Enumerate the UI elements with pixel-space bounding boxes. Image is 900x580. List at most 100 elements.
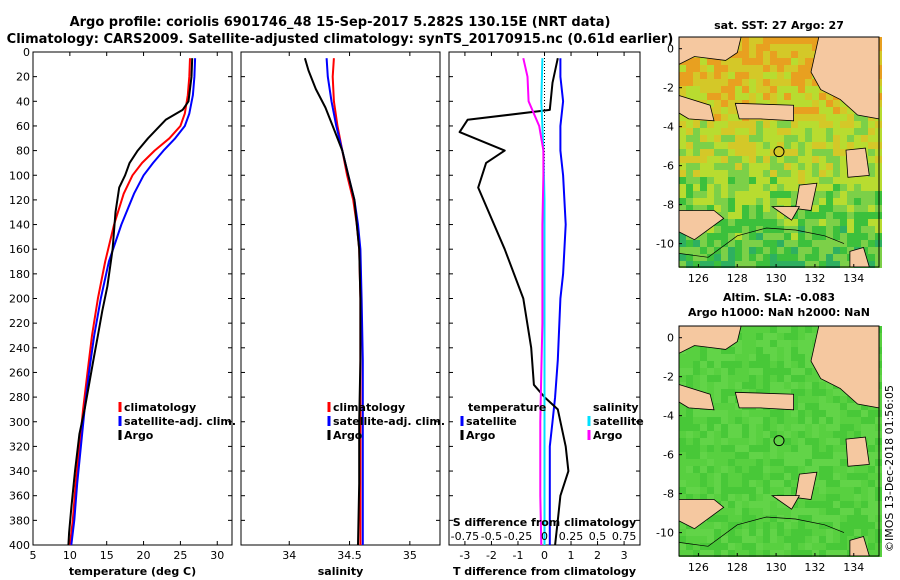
sst_map-cell — [679, 79, 686, 86]
sst_map-cell — [854, 219, 861, 226]
sla_map-cell — [735, 529, 742, 536]
depth-tick-label: 40 — [16, 95, 30, 108]
sst_map-cell — [756, 170, 763, 177]
sst_map-cell — [770, 51, 777, 58]
sla_map-cell — [749, 459, 756, 466]
sla_map-cell — [805, 452, 812, 459]
sst_map-cell — [812, 191, 819, 198]
sla_map-cell — [756, 480, 763, 487]
sla_map-cell — [742, 326, 749, 333]
sst_map-cell — [805, 86, 812, 93]
sla_map-cell — [707, 522, 714, 529]
sst_map-cell — [763, 261, 770, 268]
sla_map-cell — [777, 389, 784, 396]
sst_map-cell — [791, 177, 798, 184]
sla_map-cell — [777, 529, 784, 536]
sla_map-cell — [854, 487, 861, 494]
sla_map-cell — [728, 515, 735, 522]
sst_map-cell — [749, 254, 756, 261]
sst_map-cell — [749, 219, 756, 226]
sla_map-cell — [686, 543, 693, 550]
sst_map-cell — [714, 128, 721, 135]
sst_map-cell — [714, 58, 721, 65]
sla_map-cell — [819, 410, 826, 417]
sla_map-cell — [840, 466, 847, 473]
sst_map-cell — [812, 156, 819, 163]
sla_map-cell — [749, 452, 756, 459]
sst_map-cell — [826, 219, 833, 226]
sst_map-cell — [833, 198, 840, 205]
sla_map-cell — [749, 438, 756, 445]
sla_map-cell — [679, 431, 686, 438]
sst_map-cell — [798, 219, 805, 226]
sst_map-cell — [707, 226, 714, 233]
sla_map-cell — [784, 543, 791, 550]
sst_map-cell — [833, 177, 840, 184]
sst_map-cell — [721, 233, 728, 240]
sst_map-xtick-label: 132 — [804, 272, 825, 285]
sla_map-cell — [735, 438, 742, 445]
sla_map-cell — [693, 382, 700, 389]
sla_map-cell — [728, 368, 735, 375]
sst_map-cell — [721, 198, 728, 205]
sst_map-cell — [819, 142, 826, 149]
sla_map-cell — [756, 375, 763, 382]
sla_map-cell — [686, 424, 693, 431]
sst_map-cell — [833, 163, 840, 170]
sla_map-cell — [749, 543, 756, 550]
sla_map-cell — [819, 459, 826, 466]
sla_map-cell — [679, 424, 686, 431]
sst_map-cell — [868, 247, 875, 254]
sst_map-cell — [791, 114, 798, 121]
depth-tick-label: 120 — [9, 194, 30, 207]
sla_map-cell — [805, 354, 812, 361]
difference-top-tick-label: -0.5 — [481, 530, 502, 543]
salinity-frame — [240, 51, 441, 546]
sla_map-cell — [833, 417, 840, 424]
sst_map-cell — [756, 149, 763, 156]
sla_map-cell — [826, 424, 833, 431]
sst_map-cell — [868, 149, 875, 156]
sla_map-cell — [742, 487, 749, 494]
sst_map-cell — [805, 65, 812, 72]
depth-tick-label: 60 — [16, 120, 30, 133]
sla_map-cell — [868, 536, 875, 543]
sst_map-cell — [693, 135, 700, 142]
sst_map-cell — [756, 163, 763, 170]
sst_map-cell — [749, 170, 756, 177]
sla_map-cell — [700, 347, 707, 354]
sst_map-cell — [784, 93, 791, 100]
sst_map-cell — [784, 233, 791, 240]
sla_map-cell — [693, 375, 700, 382]
sst_map-cell — [812, 79, 819, 86]
sla_map-cell — [707, 410, 714, 417]
sla_map-cell — [784, 361, 791, 368]
sla_map-cell — [833, 389, 840, 396]
sla_map-cell — [714, 466, 721, 473]
sst_map-cell — [812, 261, 819, 268]
sla_map-cell — [707, 459, 714, 466]
sst_map-cell — [826, 247, 833, 254]
salinity-legend-label: climatology — [333, 401, 405, 414]
sst_map-cell — [714, 254, 721, 261]
sla_map-cell — [770, 431, 777, 438]
salinity-xtick-label: 34.5 — [337, 549, 362, 562]
sla_map-cell — [714, 445, 721, 452]
sla_map-cell — [805, 396, 812, 403]
sst_map-cell — [686, 198, 693, 205]
sla_map-ytick-label: -2 — [663, 371, 674, 384]
sla_map-cell — [756, 459, 763, 466]
sst_map-cell — [686, 240, 693, 247]
sla_map-cell — [847, 480, 854, 487]
depth-tick-label: 0 — [23, 46, 30, 59]
sla_map-cell — [770, 417, 777, 424]
sst_map-cell — [826, 177, 833, 184]
sst_map-cell — [812, 114, 819, 121]
sla_map-cell — [784, 438, 791, 445]
sla_map-cell — [819, 445, 826, 452]
sla_map-cell — [714, 354, 721, 361]
sst_map-cell — [777, 198, 784, 205]
sst_map-cell — [728, 247, 735, 254]
sst_map-cell — [707, 100, 714, 107]
